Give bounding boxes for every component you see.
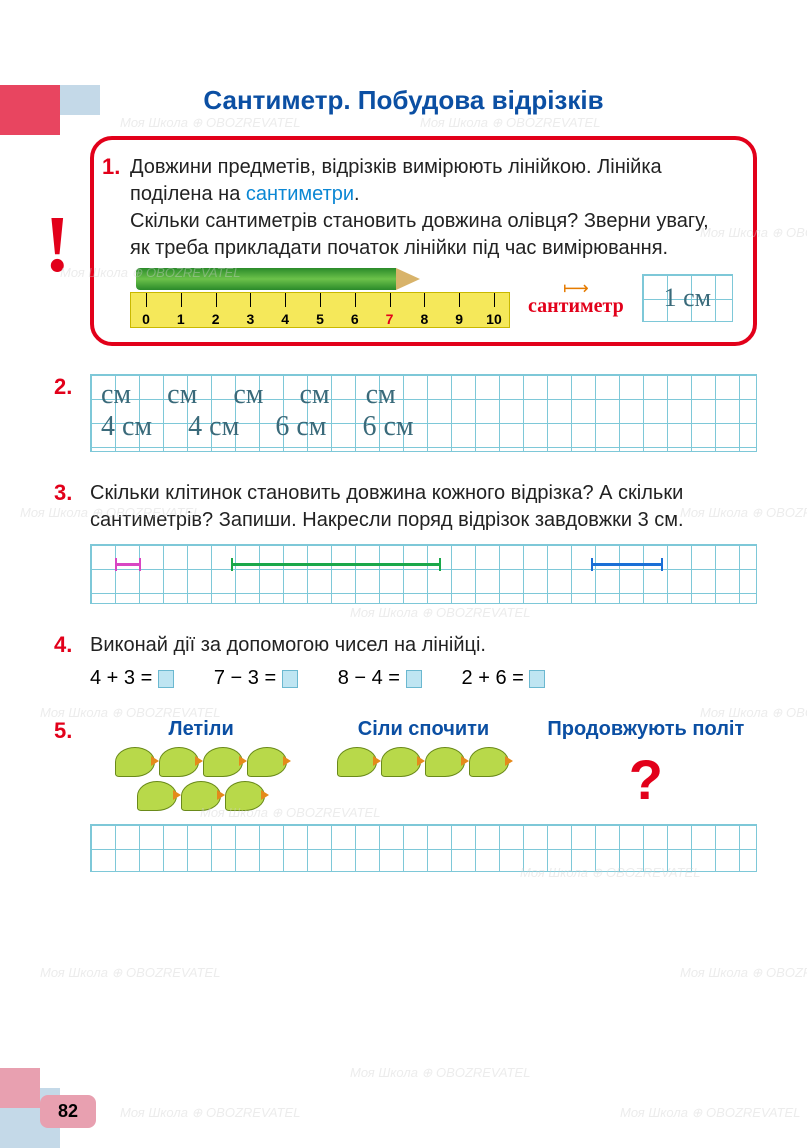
- pencil-icon: [136, 268, 396, 290]
- bird-icon: [337, 747, 377, 777]
- page-number: 82: [40, 1095, 96, 1128]
- task-1-box: ! 1. Довжини предметів, відрізків вимірю…: [90, 136, 757, 346]
- column-title: Летіли: [90, 718, 312, 741]
- segment-green: [231, 563, 441, 566]
- task-3-number: 3.: [54, 480, 72, 506]
- handwriting-sample: см: [101, 379, 131, 411]
- watermark: Моя Школа ⊕ OBOZREVATEL: [350, 1065, 530, 1081]
- task-3-text: Скільки клітинок становить довжина кожно…: [90, 480, 757, 534]
- watermark: Моя Школа ⊕ OBOZREVATEL: [40, 965, 220, 981]
- task-5-answer-grid[interactable]: [90, 824, 757, 872]
- handwriting-sample: 4 см: [188, 411, 239, 443]
- cm-example-grid: 1 см: [642, 274, 733, 322]
- column-title: Продовжують політ: [535, 718, 757, 741]
- ruler-tick: 9: [450, 311, 468, 327]
- bird-icon: [469, 747, 509, 777]
- task-1-text-a: Довжини предметів, відрізків вимірюють л…: [130, 154, 733, 208]
- handwriting-sample: см: [299, 379, 329, 411]
- task-4-equations: 4 + 3 = 7 − 3 = 8 − 4 = 2 + 6 =: [90, 667, 757, 690]
- handwriting-sample: см: [233, 379, 263, 411]
- ruler-icon: 012345678910: [130, 292, 510, 328]
- watermark: Моя Школа ⊕ OBOZREVATEL: [680, 965, 807, 981]
- watermark: Моя Школа ⊕ OBOZREVATEL: [420, 115, 600, 131]
- task-5: 5. ЛетілиСіли спочитиПродовжують політ?: [90, 718, 757, 872]
- segment-blue: [591, 563, 663, 566]
- bird-icon: [247, 747, 287, 777]
- corner-decoration-red: [0, 85, 60, 135]
- watermark: Моя Школа ⊕ OBOZREVATEL: [120, 1105, 300, 1121]
- bottom-decoration-pink: [0, 1068, 40, 1108]
- task-5-column: Продовжують політ?: [535, 718, 757, 812]
- highlight-word: сантиметри: [246, 183, 354, 205]
- answer-blank[interactable]: [158, 670, 174, 688]
- task-1-number: 1.: [102, 154, 120, 180]
- page-content: ! 1. Довжини предметів, відрізків вимірю…: [0, 136, 807, 872]
- bird-icon: [159, 747, 199, 777]
- equation: 7 − 3 =: [214, 667, 298, 690]
- corner-decoration-blue: [60, 85, 100, 115]
- task-2-number: 2.: [54, 374, 72, 400]
- ruler-tick: 5: [311, 311, 329, 327]
- bird-icon: [181, 781, 221, 811]
- bird-group: [111, 747, 291, 811]
- watermark: Моя Школа ⊕ OBOZREVATEL: [120, 115, 300, 131]
- equation: 8 − 4 =: [338, 667, 422, 690]
- equation: 4 + 3 =: [90, 667, 174, 690]
- bird-icon: [225, 781, 265, 811]
- task-4-number: 4.: [54, 632, 72, 658]
- task-2-writing-grid[interactable]: см см см см см 4 см 4 см 6 см 6 см: [90, 374, 757, 452]
- ruler-tick: 3: [241, 311, 259, 327]
- task-5-table: ЛетілиСіли спочитиПродовжують політ?: [90, 718, 757, 812]
- ruler-tick: 1: [172, 311, 190, 327]
- cm-label: сантиметр: [528, 295, 624, 318]
- segment-pink: [115, 563, 141, 566]
- answer-blank[interactable]: [529, 670, 545, 688]
- task-4: 4. Виконай дії за допомогою чисел на лін…: [90, 632, 757, 690]
- ruler-tick: 0: [137, 311, 155, 327]
- bird-icon: [115, 747, 155, 777]
- bird-icon: [137, 781, 177, 811]
- cm-example-text: 1 см: [664, 283, 712, 313]
- task-5-column: Сіли спочити: [312, 718, 534, 812]
- task-5-number: 5.: [54, 718, 72, 744]
- ruler-tick: 8: [415, 311, 433, 327]
- ruler-tick: 6: [346, 311, 364, 327]
- ruler-tick: 10: [485, 311, 503, 327]
- handwriting-sample: см: [167, 379, 197, 411]
- bird-icon: [381, 747, 421, 777]
- answer-blank[interactable]: [406, 670, 422, 688]
- question-mark: ?: [535, 747, 757, 812]
- task-3: 3. Скільки клітинок становить довжина ко…: [90, 480, 757, 604]
- ruler-illustration: 012345678910 ⟼ сантиметр 1 см: [130, 268, 733, 328]
- handwriting-sample: см: [366, 379, 396, 411]
- bird-icon: [425, 747, 465, 777]
- page-title: Сантиметр. Побудова відрізків: [0, 85, 807, 116]
- ruler-tick: 4: [276, 311, 294, 327]
- bird-group: [333, 747, 513, 777]
- task-5-column: Летіли: [90, 718, 312, 812]
- ruler-tick: 2: [207, 311, 225, 327]
- ruler-tick: 7: [381, 311, 399, 327]
- answer-blank[interactable]: [282, 670, 298, 688]
- task-1-text-c: Скільки сантиметрів становить довжина ол…: [130, 208, 733, 262]
- watermark: Моя Школа ⊕ OBOZREVATEL: [620, 1105, 800, 1121]
- column-title: Сіли спочити: [312, 718, 534, 741]
- exclamation-icon: !: [44, 200, 71, 291]
- handwriting-sample: 6 см: [275, 411, 326, 443]
- task-2: 2. смсмсмсмсм 4 см4 см6 см6 см: [90, 374, 757, 452]
- bird-icon: [203, 747, 243, 777]
- handwriting-sample: 6 см: [362, 411, 413, 443]
- task-4-text: Виконай дії за допомогою чисел на лінійц…: [90, 632, 757, 659]
- equation: 2 + 6 =: [462, 667, 546, 690]
- handwriting-sample: 4 см: [101, 411, 152, 443]
- task-3-segment-grid[interactable]: [90, 544, 757, 604]
